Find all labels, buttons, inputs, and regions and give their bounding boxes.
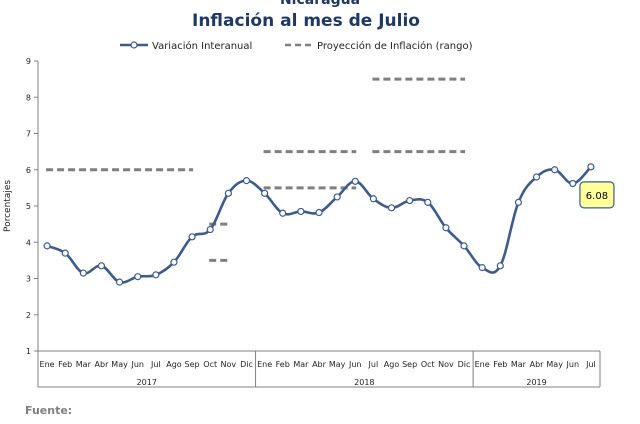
data-point xyxy=(496,262,504,270)
x-tick-label: Sep xyxy=(185,360,200,369)
legend-marker-interanual xyxy=(130,41,138,49)
x-tick-label: Oct xyxy=(421,360,435,369)
x-tick-label: Mar xyxy=(293,360,309,369)
data-point xyxy=(61,249,69,257)
data-point xyxy=(224,189,232,197)
y-tick-label: 6 xyxy=(26,166,31,175)
x-tick-label: May xyxy=(111,360,128,369)
chart-axes xyxy=(34,60,601,388)
interanual-line xyxy=(46,165,592,284)
y-tick-label: 3 xyxy=(26,275,31,284)
y-tick-labels: 1 2 3 4 5 6 7 8 9 xyxy=(26,57,31,356)
x-tick-label: Mar xyxy=(511,360,527,369)
data-point xyxy=(424,198,432,206)
x-tick-label: Feb xyxy=(58,360,72,369)
x-tick-label: Abr xyxy=(312,360,327,369)
data-point xyxy=(152,271,160,279)
data-point xyxy=(115,278,124,286)
y-tick-label: 4 xyxy=(26,238,31,247)
x-tick-label: Ago xyxy=(166,360,182,369)
year-label: 2019 xyxy=(526,378,546,387)
x-tick-label: Jul xyxy=(368,360,379,369)
data-point xyxy=(333,193,341,201)
data-point xyxy=(206,225,214,234)
data-point xyxy=(532,173,541,181)
data-point xyxy=(587,163,595,171)
data-point xyxy=(134,273,142,281)
x-tick-label: Jun xyxy=(130,360,144,369)
legend-label-proyeccion: Proyección de Inflación (rango) xyxy=(317,40,473,52)
data-point xyxy=(351,177,359,185)
data-point xyxy=(79,269,87,277)
value-callout-box xyxy=(579,181,615,209)
data-point xyxy=(569,179,577,188)
year-label: 2017 xyxy=(137,378,157,387)
data-point xyxy=(369,195,377,203)
data-point xyxy=(188,233,196,241)
legend-label-interanual: Variación Interanual xyxy=(152,40,252,52)
chart-title: Inflación al mes de Julio xyxy=(192,11,420,31)
data-point xyxy=(387,204,396,212)
chart-supertitle: Nicaragua xyxy=(280,0,360,8)
data-point xyxy=(297,207,305,216)
data-point xyxy=(442,224,450,232)
x-tick-label: Jun xyxy=(566,360,580,369)
x-tick-label: Abr xyxy=(530,360,545,369)
data-point xyxy=(514,198,523,206)
data-point xyxy=(406,196,414,205)
year-labels: 2017 2018 2019 xyxy=(137,378,547,387)
x-tick-label: Dic xyxy=(240,360,253,369)
x-tick-label: Feb xyxy=(493,360,507,369)
y-tick-label: 2 xyxy=(26,311,31,320)
year-label: 2018 xyxy=(354,378,374,387)
data-point xyxy=(315,208,323,217)
y-axis-label: Porcentajes xyxy=(3,180,13,232)
x-tick-label: Nov xyxy=(221,360,237,369)
interanual-series xyxy=(43,163,595,286)
x-tick-labels: Ene Feb Mar Abr May Jun Jul Ago Sep Oct Nov Dic Ene F… xyxy=(40,360,596,369)
projection-ranges xyxy=(46,77,466,262)
data-point xyxy=(279,209,287,217)
x-tick-label: Jun xyxy=(348,360,362,369)
x-tick-label: Nov xyxy=(438,360,454,369)
x-tick-label: Mar xyxy=(76,360,92,369)
x-tick-label: Oct xyxy=(203,360,217,369)
x-tick-label: May xyxy=(329,360,346,369)
data-point xyxy=(551,166,559,174)
data-point xyxy=(242,177,251,185)
x-tick-label: Abr xyxy=(95,360,110,369)
y-tick-label: 9 xyxy=(26,57,31,66)
chart-annotations: 6.08 xyxy=(579,181,615,209)
data-point xyxy=(261,189,269,197)
data-point xyxy=(97,262,106,270)
x-tick-label: Sep xyxy=(402,360,417,369)
data-point xyxy=(43,242,51,250)
y-tick-label: 7 xyxy=(26,130,31,139)
data-point xyxy=(478,264,486,272)
x-tick-label: Dic xyxy=(458,360,471,369)
y-tick-label: 8 xyxy=(26,93,31,102)
x-tick-label: May xyxy=(546,360,563,369)
x-tick-label: Ene xyxy=(40,360,55,369)
y-tick-label: 5 xyxy=(26,202,31,211)
data-point xyxy=(460,242,468,250)
x-tick-label: Ene xyxy=(475,360,490,369)
x-tick-label: Jul xyxy=(150,360,161,369)
x-tick-label: Feb xyxy=(276,360,290,369)
x-tick-label: Jul xyxy=(585,360,596,369)
data-point xyxy=(170,258,178,266)
x-tick-label: Ago xyxy=(384,360,400,369)
value-callout-label: 6.08 xyxy=(586,191,608,202)
x-tick-label: Ene xyxy=(257,360,272,369)
y-tick-label: 1 xyxy=(26,347,31,356)
chart-legend: Variación Interanual Proyección de Infla… xyxy=(120,40,473,52)
source-label: Fuente: xyxy=(25,404,72,417)
